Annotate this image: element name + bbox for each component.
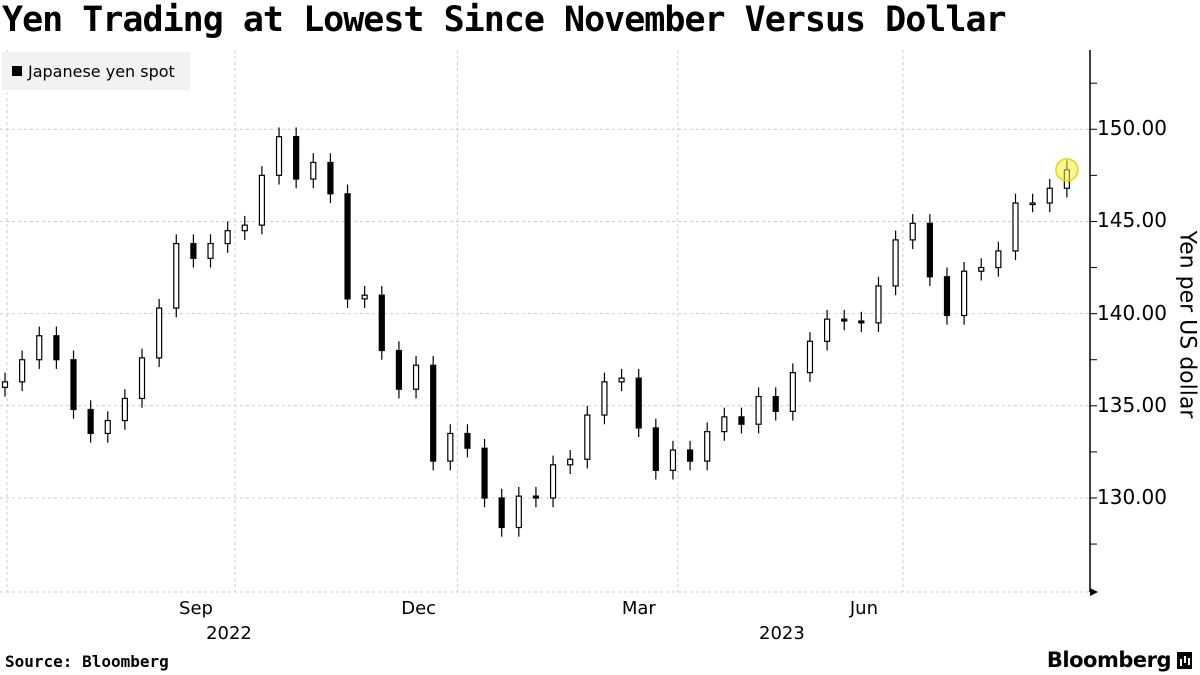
candle-body	[310, 161, 317, 180]
candle-body	[207, 242, 214, 259]
candle-body	[532, 495, 540, 499]
candle-body	[858, 320, 865, 324]
candle-body	[909, 222, 916, 241]
candle-body	[669, 449, 677, 471]
candle-body	[738, 416, 745, 425]
chart-title: Yen Trading at Lowest Since November Ver…	[2, 0, 1007, 40]
candle-body	[1, 381, 9, 388]
last-point-highlight	[1055, 158, 1079, 182]
legend-swatch	[12, 66, 22, 76]
legend-label: Japanese yen spot	[28, 61, 175, 81]
candle-body	[961, 270, 968, 317]
y-axis-arrow	[1090, 588, 1098, 596]
y-tick-label: 145.00	[1097, 208, 1167, 233]
candle-body	[121, 397, 128, 422]
candle-body	[224, 230, 231, 245]
candle-body	[721, 416, 728, 433]
candle-body	[190, 242, 197, 259]
candle-body	[567, 458, 574, 466]
candle-body	[806, 340, 814, 374]
candle-body	[275, 136, 283, 176]
source-note: Source: Bloomberg	[5, 652, 169, 671]
candle-body	[481, 447, 488, 499]
candle-body	[926, 222, 933, 278]
candle-body	[464, 432, 471, 449]
x-tick-label: Sep	[179, 598, 213, 619]
candle-body	[327, 161, 334, 195]
candle-body	[344, 193, 351, 300]
candle-body	[378, 294, 385, 352]
y-tick-label: 140.00	[1097, 300, 1167, 325]
candle-body	[53, 335, 60, 361]
candle-body	[875, 285, 882, 324]
candle-body	[515, 495, 522, 529]
candle-body	[87, 408, 94, 435]
y-tick-label: 150.00	[1097, 116, 1167, 141]
candle-body	[258, 174, 266, 226]
candle-body	[635, 377, 642, 429]
candle-body	[36, 335, 43, 361]
candle-body	[686, 449, 694, 462]
candle-body	[995, 250, 1002, 269]
candle-body	[138, 357, 146, 400]
legend: Japanese yen spot	[2, 52, 190, 90]
candle-body	[1046, 187, 1053, 204]
candle-body	[1029, 202, 1036, 206]
candle-body	[601, 381, 608, 416]
x-tick-label: Jun	[849, 598, 878, 619]
candle-body	[892, 239, 899, 287]
candle-body	[430, 364, 437, 462]
y-axis-title: Yen per US dollar	[1174, 230, 1200, 419]
x-tick-label: Dec	[401, 598, 437, 619]
candle-body	[361, 294, 368, 300]
candle-body	[943, 276, 951, 317]
candle-body	[823, 318, 831, 342]
brand-name: Bloomberg	[1046, 648, 1172, 672]
bloomberg-chart-icon	[1177, 651, 1192, 669]
candle-body	[173, 242, 180, 309]
candle-body	[978, 266, 985, 272]
y-tick-label: 135.00	[1097, 392, 1167, 417]
x-year-label: 2022	[206, 623, 252, 644]
x-tick-label: Mar	[621, 598, 656, 619]
candle-body	[70, 359, 77, 411]
candle-body	[618, 377, 625, 383]
candle-body	[549, 464, 557, 499]
candle-body	[841, 318, 848, 322]
candle-body	[498, 497, 505, 529]
candle-body	[652, 427, 659, 471]
candle-body	[755, 395, 762, 425]
candle-body	[241, 224, 248, 232]
candle-body	[156, 307, 163, 359]
bloomberg-logo: Bloomberg	[1047, 648, 1192, 672]
candle-body	[704, 431, 711, 462]
candle-body	[104, 419, 111, 435]
x-year-label: 2023	[759, 623, 805, 644]
y-tick-label: 130.00	[1097, 484, 1167, 509]
candle-body	[772, 395, 779, 412]
candle-body	[1012, 202, 1019, 252]
candle-body	[19, 359, 26, 383]
candle-body	[293, 136, 300, 180]
candle-body	[447, 432, 454, 462]
candle-body	[584, 414, 591, 460]
candle-body	[789, 372, 796, 412]
candle-body	[395, 349, 403, 390]
candle-body	[412, 364, 420, 390]
